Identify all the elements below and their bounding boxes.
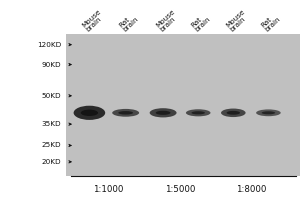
Text: 35KD: 35KD <box>42 121 62 127</box>
Ellipse shape <box>112 109 139 117</box>
Text: 25KD: 25KD <box>42 142 62 148</box>
Ellipse shape <box>226 111 240 115</box>
Ellipse shape <box>191 111 205 114</box>
Text: 1:5000: 1:5000 <box>166 185 196 194</box>
Bar <box>66 34 300 176</box>
Ellipse shape <box>221 109 246 117</box>
Text: 20KD: 20KD <box>42 159 62 165</box>
Text: 120KD: 120KD <box>37 42 62 48</box>
Ellipse shape <box>262 111 275 114</box>
Text: Rat
brain: Rat brain <box>190 12 212 33</box>
Text: Rat
brain: Rat brain <box>260 12 282 33</box>
Text: 1:1000: 1:1000 <box>93 185 123 194</box>
Text: Mouse
brain: Mouse brain <box>81 8 106 33</box>
Text: 50KD: 50KD <box>42 93 62 99</box>
Ellipse shape <box>81 110 98 116</box>
Text: Mouse
brain: Mouse brain <box>225 8 250 33</box>
Text: Rat
brain: Rat brain <box>118 12 139 33</box>
Ellipse shape <box>150 108 177 117</box>
Text: 90KD: 90KD <box>42 62 62 68</box>
Text: Mouse
brain: Mouse brain <box>155 8 180 33</box>
Ellipse shape <box>118 111 133 115</box>
Ellipse shape <box>156 111 170 115</box>
Ellipse shape <box>74 106 105 120</box>
Ellipse shape <box>256 109 281 116</box>
Text: 1:8000: 1:8000 <box>236 185 266 194</box>
Ellipse shape <box>186 109 211 116</box>
